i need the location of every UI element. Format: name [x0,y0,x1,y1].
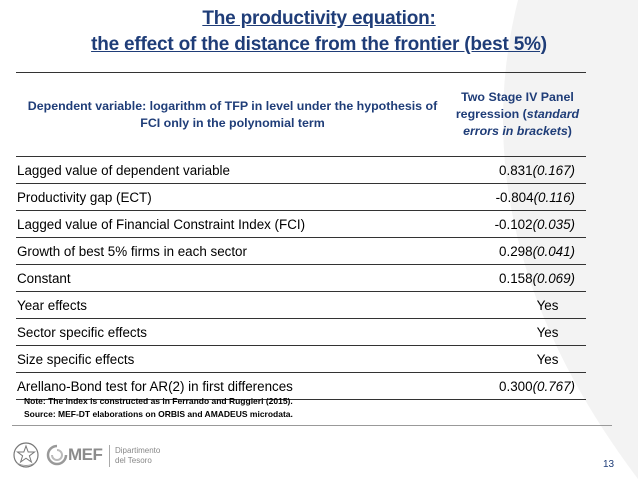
row-value: -0.102(0.035) [494,216,575,232]
row-value: 0.831(0.167) [499,162,575,178]
table-header-row: Dependent variable: logarithm of TFP in … [16,72,586,157]
regression-table: Dependent variable: logarithm of TFP in … [16,72,586,400]
header-regression: Two Stage IV Panel regression (standard … [455,90,580,138]
row-value: 0.300(0.767) [499,378,575,394]
row-value: Yes [536,324,559,340]
row-value: -0.804(0.116) [495,189,575,205]
row-label: Size specific effects [17,351,135,367]
note-text: Note: The index is constructed as in Fer… [24,396,293,406]
row-label: Arellano-Bond test for AR(2) in first di… [17,378,293,394]
republic-emblem-icon [13,442,39,468]
row-label: Lagged value of dependent variable [17,162,230,178]
table-row: Growth of best 5% firms in each sector 0… [16,238,586,265]
page-number: 13 [603,459,615,470]
row-value: Yes [536,297,559,313]
header-dependent-variable: Dependent variable: logarithm of TFP in … [27,98,438,130]
title-line-2: the effect of the distance from the fron… [91,34,547,55]
title-line-1: The productivity equation: [202,8,436,29]
department-name: Dipartimento del Tesoro [115,446,161,465]
table-row: Sector specific effects Yes [16,319,586,346]
table-row: Lagged value of dependent variable 0.831… [16,157,586,184]
footer-divider [12,425,612,426]
table-row: Year effects Yes [16,292,586,319]
source-text: Source: MEF-DT elaborations on ORBIS and… [24,409,293,419]
row-label: Constant [17,270,71,286]
table-row: Arellano-Bond test for AR(2) in first di… [16,373,586,400]
row-value: Yes [536,351,559,367]
row-label: Sector specific effects [17,324,147,340]
mef-swirl-icon [46,444,68,466]
row-label: Productivity gap (ECT) [17,189,152,205]
logo-separator [109,445,110,467]
page-title: The productivity equation: the effect of… [0,6,638,58]
mef-logo-text: MEF [68,445,103,464]
table-row: Size specific effects Yes [16,346,586,373]
row-label: Growth of best 5% firms in each sector [17,243,247,259]
row-label: Lagged value of Financial Constraint Ind… [17,216,306,232]
row-value: 0.158(0.069) [499,270,575,286]
table-row: Lagged value of Financial Constraint Ind… [16,211,586,238]
row-label: Year effects [17,297,87,313]
table-notes: Note: The index is constructed as in Fer… [24,395,293,421]
table-row: Constant 0.158(0.069) [16,265,586,292]
table-row: Productivity gap (ECT) -0.804(0.116) [16,184,586,211]
row-value: 0.298(0.041) [499,243,575,259]
